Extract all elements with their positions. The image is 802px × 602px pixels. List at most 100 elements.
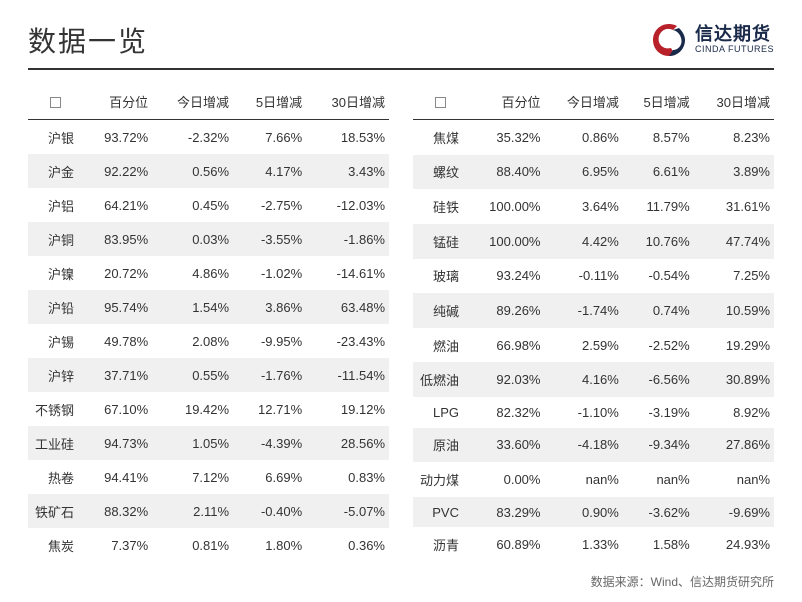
row-30d: 27.86% [694,428,774,463]
logo: 信达期货 CINDA FUTURES [649,20,774,60]
row-30d: 24.93% [694,527,774,562]
table-row: 原油33.60%-4.18%-9.34%27.86% [413,428,774,463]
row-1d: 0.45% [152,188,233,222]
table-row: 热卷94.41%7.12%6.69%0.83% [28,460,389,494]
table-row: 焦炭7.37%0.81%1.80%0.36% [28,528,389,562]
row-percentile: 64.21% [82,188,152,222]
row-5d: 12.71% [233,392,306,426]
row-30d: -5.07% [306,494,389,528]
table-row: 动力煤0.00%nan%nan%nan% [413,462,774,497]
table-row: 不锈钢67.10%19.42%12.71%19.12% [28,392,389,426]
row-30d: 8.23% [694,120,774,155]
col-30d: 30日增减 [694,86,774,120]
row-30d: 19.29% [694,328,774,363]
row-percentile: 92.03% [467,362,544,397]
logo-text-en: CINDA FUTURES [695,45,774,55]
row-5d: -3.55% [233,222,306,256]
row-1d: 4.86% [152,256,233,290]
row-percentile: 82.32% [467,397,544,428]
row-1d: 1.33% [544,527,622,562]
row-percentile: 83.95% [82,222,152,256]
cinda-logo-icon [649,20,689,60]
row-1d: nan% [544,462,622,497]
row-1d: 0.55% [152,358,233,392]
row-percentile: 93.72% [82,120,152,155]
row-5d: 8.57% [623,120,694,155]
row-5d: 3.86% [233,290,306,324]
row-30d: -11.54% [306,358,389,392]
table-row: 玻璃93.24%-0.11%-0.54%7.25% [413,259,774,294]
table-header-row: 百分位 今日增减 5日增减 30日增减 [413,86,774,120]
row-percentile: 33.60% [467,428,544,463]
tables-container: 百分位 今日增减 5日增减 30日增减 沪银93.72%-2.32%7.66%1… [28,86,774,562]
table-row: 沪铝64.21%0.45%-2.75%-12.03% [28,188,389,222]
row-percentile: 100.00% [467,189,544,224]
row-5d: -9.34% [623,428,694,463]
row-30d: -9.69% [694,497,774,528]
row-1d: 0.86% [544,120,622,155]
row-5d: 1.80% [233,528,306,562]
checkbox-header [28,86,82,120]
row-name: 硅铁 [413,189,467,224]
row-name: 沪镍 [28,256,82,290]
right-table: 百分位 今日增减 5日增减 30日增减 焦煤35.32%0.86%8.57%8.… [413,86,774,562]
row-5d: -4.39% [233,426,306,460]
table-row: LPG82.32%-1.10%-3.19%8.92% [413,397,774,428]
row-30d: -1.86% [306,222,389,256]
row-name: 不锈钢 [28,392,82,426]
row-5d: 7.66% [233,120,306,155]
table-row: 沥青60.89%1.33%1.58%24.93% [413,527,774,562]
table-row: 纯碱89.26%-1.74%0.74%10.59% [413,293,774,328]
header-divider [28,68,774,70]
col-1d: 今日增减 [544,86,622,120]
row-percentile: 37.71% [82,358,152,392]
row-30d: 10.59% [694,293,774,328]
row-name: 动力煤 [413,462,467,497]
col-30d: 30日增减 [306,86,389,120]
table-header-row: 百分位 今日增减 5日增减 30日增减 [28,86,389,120]
row-percentile: 49.78% [82,324,152,358]
row-5d: 0.74% [623,293,694,328]
row-percentile: 94.73% [82,426,152,460]
row-30d: -12.03% [306,188,389,222]
data-source: 数据来源：Wind、信达期货研究所 [591,573,774,590]
row-1d: -0.11% [544,259,622,294]
row-5d: -3.19% [623,397,694,428]
row-1d: -4.18% [544,428,622,463]
page-title: 数据一览 [28,20,148,60]
row-30d: 0.36% [306,528,389,562]
row-5d: 6.69% [233,460,306,494]
row-5d: 4.17% [233,154,306,188]
row-30d: 47.74% [694,224,774,259]
row-5d: nan% [623,462,694,497]
row-name: 玻璃 [413,259,467,294]
row-name: 工业硅 [28,426,82,460]
row-30d: 28.56% [306,426,389,460]
row-percentile: 66.98% [467,328,544,363]
row-30d: 19.12% [306,392,389,426]
row-5d: -9.95% [233,324,306,358]
row-1d: 3.64% [544,189,622,224]
row-1d: 4.16% [544,362,622,397]
table-row: 低燃油92.03%4.16%-6.56%30.89% [413,362,774,397]
left-table: 百分位 今日增减 5日增减 30日增减 沪银93.72%-2.32%7.66%1… [28,86,389,562]
row-name: 沪锡 [28,324,82,358]
row-percentile: 0.00% [467,462,544,497]
row-1d: 6.95% [544,155,622,190]
row-percentile: 60.89% [467,527,544,562]
row-1d: 0.81% [152,528,233,562]
row-name: 热卷 [28,460,82,494]
col-percentile: 百分位 [467,86,544,120]
table-row: 硅铁100.00%3.64%11.79%31.61% [413,189,774,224]
row-name: 铁矿石 [28,494,82,528]
row-1d: 2.11% [152,494,233,528]
row-30d: 3.43% [306,154,389,188]
row-percentile: 83.29% [467,497,544,528]
row-percentile: 92.22% [82,154,152,188]
row-5d: 6.61% [623,155,694,190]
table-row: 铁矿石88.32%2.11%-0.40%-5.07% [28,494,389,528]
row-percentile: 89.26% [467,293,544,328]
row-percentile: 35.32% [467,120,544,155]
table-row: 沪金92.22%0.56%4.17%3.43% [28,154,389,188]
row-5d: 11.79% [623,189,694,224]
